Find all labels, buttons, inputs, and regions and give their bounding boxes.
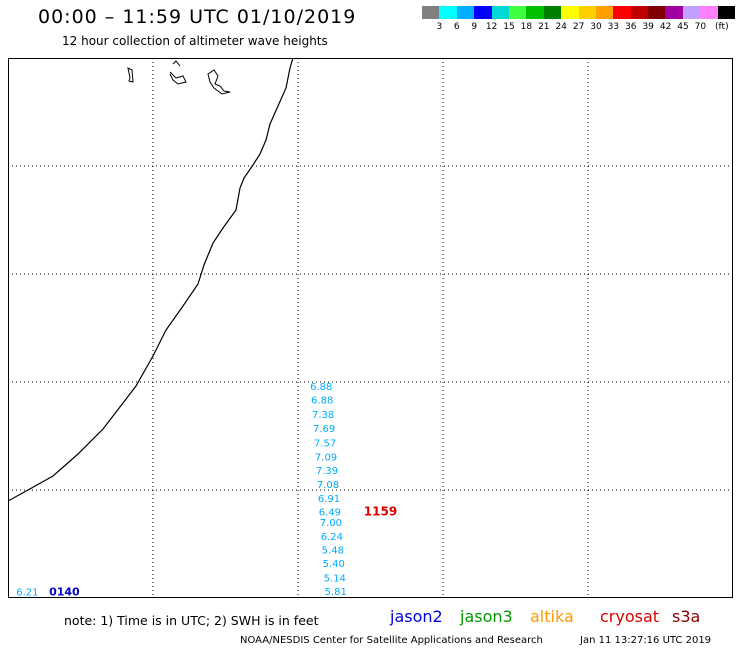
satellite-legend-altika: altika (530, 607, 574, 626)
satellite-legend-jason2: jason2 (390, 607, 443, 626)
color-scale-label: 18 (520, 22, 533, 32)
swh-value: 7.09 (315, 452, 337, 463)
map-title: 00:00 – 11:59 UTC 01/10/2019 (38, 6, 357, 28)
credit-text: NOAA/NESDIS Center for Satellite Applica… (240, 635, 543, 646)
color-scale-label: 21 (538, 22, 550, 32)
color-scale-label: 24 (555, 22, 567, 32)
color-scale-label: 70 (694, 22, 707, 32)
swh-value: 7.08 (317, 480, 339, 491)
color-swatch (578, 6, 596, 19)
color-scale-label: 42 (659, 22, 672, 32)
color-scale-label: 3 (436, 22, 443, 32)
swh-value: 7.00 (320, 518, 342, 529)
swh-value: 7.69 (313, 424, 335, 435)
satellite-legend-s3a: s3a (672, 607, 701, 626)
swh-value: 5.40 (323, 559, 345, 570)
swh-value: 5.48 (322, 546, 344, 557)
color-scale-label: 33 (607, 22, 620, 32)
color-swatch (682, 6, 701, 19)
pass-time-label: 1159 (364, 504, 397, 518)
color-scale-label: 39 (642, 22, 654, 32)
color-swatch (700, 6, 718, 19)
color-scale-label: 30 (590, 22, 602, 32)
swh-value: 6.91 (318, 494, 340, 505)
color-swatch (439, 6, 457, 19)
color-swatch (508, 6, 527, 19)
color-scale-label: (ft) (715, 22, 729, 32)
satellite-legend-cryosat: cryosat (600, 607, 660, 626)
color-swatch (665, 6, 683, 19)
note-text: note: 1) Time is in UTC; 2) SWH is in fe… (64, 613, 319, 628)
swh-value: 5.81 (325, 587, 347, 598)
map-frame (8, 58, 733, 598)
color-swatch (526, 6, 544, 19)
color-swatch (613, 6, 631, 19)
color-swatch (595, 6, 614, 19)
color-swatch (630, 6, 649, 19)
color-swatch (456, 6, 475, 19)
color-scale-label: 12 (485, 22, 498, 32)
color-swatch (717, 6, 736, 19)
color-swatch (561, 6, 579, 19)
island-outline (169, 60, 187, 85)
color-swatch (422, 6, 440, 19)
swh-value: 5.14 (324, 573, 346, 584)
color-scale-label: 15 (503, 22, 515, 32)
generated-timestamp: Jan 11 13:27:16 UTC 2019 (580, 635, 712, 646)
color-swatch (648, 6, 666, 19)
wave-height-map: 45485154576002468106.886.887.387.697.577… (8, 58, 733, 598)
coastline-path (8, 58, 294, 502)
island-outline (127, 67, 134, 83)
island-outline (207, 69, 231, 95)
color-scale-label: 6 (453, 22, 460, 32)
color-scale-label: 27 (572, 22, 585, 32)
color-scale-bar (422, 6, 736, 19)
swh-value: 6.49 (319, 507, 341, 518)
pass-time-label: 0140 (49, 585, 80, 598)
color-swatch (543, 6, 562, 19)
swh-value: 7.39 (316, 466, 338, 477)
swh-value: 7.57 (314, 438, 336, 449)
map-subtitle: 12 hour collection of altimeter wave hei… (62, 34, 328, 48)
satellite-legend-jason3: jason3 (460, 607, 513, 626)
swh-value: 6.88 (311, 396, 333, 407)
color-swatch (474, 6, 492, 19)
swh-value: 6.24 (321, 532, 343, 543)
color-scale-label: 45 (677, 22, 689, 32)
swh-value: 7.38 (312, 410, 334, 421)
swh-value: 6.88 (310, 382, 332, 393)
color-swatch (491, 6, 509, 19)
color-scale-label: 9 (471, 22, 478, 32)
color-scale-label: 36 (625, 22, 637, 32)
swh-value: 6.21 (16, 587, 38, 598)
